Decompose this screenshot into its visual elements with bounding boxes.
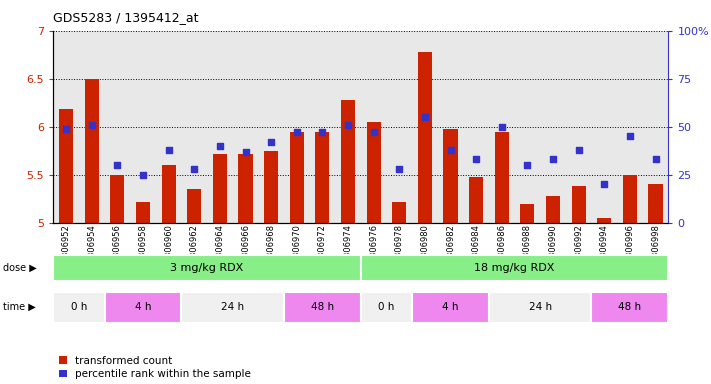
Text: 4 h: 4 h (135, 302, 151, 312)
Bar (110, 175, 124, 223)
Bar (187, 189, 201, 223)
Bar (623, 175, 637, 223)
Text: 0 h: 0 h (378, 302, 395, 312)
Bar (238, 154, 252, 223)
Bar (316, 131, 329, 223)
Bar (53, 255, 360, 281)
Point (316, 129, 328, 136)
Point (599, 181, 610, 187)
Point (86, 122, 97, 128)
Bar (592, 292, 668, 323)
Bar (367, 122, 380, 223)
Text: 18 mg/kg RDX: 18 mg/kg RDX (474, 263, 555, 273)
Point (265, 139, 277, 145)
Bar (469, 177, 483, 223)
Bar (412, 292, 489, 323)
Point (188, 166, 200, 172)
Bar (181, 292, 284, 323)
Bar (341, 100, 355, 223)
Point (445, 147, 456, 153)
Bar (59, 109, 73, 223)
Point (522, 162, 533, 168)
Bar (53, 292, 105, 323)
Point (214, 143, 225, 149)
Text: 4 h: 4 h (442, 302, 459, 312)
Text: 48 h: 48 h (619, 302, 641, 312)
Bar (444, 129, 458, 223)
Point (394, 166, 405, 172)
Bar (572, 186, 586, 223)
Text: 3 mg/kg RDX: 3 mg/kg RDX (171, 263, 244, 273)
Point (291, 129, 302, 136)
Point (368, 129, 380, 136)
Point (496, 124, 508, 130)
Point (163, 147, 174, 153)
Point (112, 162, 123, 168)
Point (137, 172, 149, 178)
Bar (418, 52, 432, 223)
Bar (392, 202, 406, 223)
Bar (489, 292, 592, 323)
Text: time ▶: time ▶ (3, 302, 36, 312)
Bar (289, 131, 304, 223)
Point (419, 114, 431, 120)
Point (471, 156, 482, 162)
Text: GDS5283 / 1395412_at: GDS5283 / 1395412_at (53, 12, 199, 25)
Text: 0 h: 0 h (71, 302, 87, 312)
Text: dose ▶: dose ▶ (3, 263, 36, 273)
Point (342, 122, 353, 128)
Bar (264, 151, 278, 223)
Point (60, 126, 72, 132)
Bar (85, 79, 99, 223)
Bar (495, 131, 509, 223)
Text: 24 h: 24 h (221, 302, 245, 312)
Bar (360, 292, 412, 323)
Bar (136, 202, 150, 223)
Bar (105, 292, 181, 323)
Point (573, 147, 584, 153)
Bar (546, 196, 560, 223)
Text: 48 h: 48 h (311, 302, 334, 312)
Bar (213, 154, 227, 223)
Point (650, 156, 661, 162)
Bar (648, 184, 663, 223)
Text: 24 h: 24 h (529, 302, 552, 312)
Bar (161, 165, 176, 223)
Point (547, 156, 559, 162)
Bar (597, 218, 611, 223)
Point (240, 149, 251, 155)
Point (624, 133, 636, 139)
Bar (520, 204, 535, 223)
Bar (360, 255, 668, 281)
Bar (284, 292, 360, 323)
Legend: transformed count, percentile rank within the sample: transformed count, percentile rank withi… (58, 356, 251, 379)
